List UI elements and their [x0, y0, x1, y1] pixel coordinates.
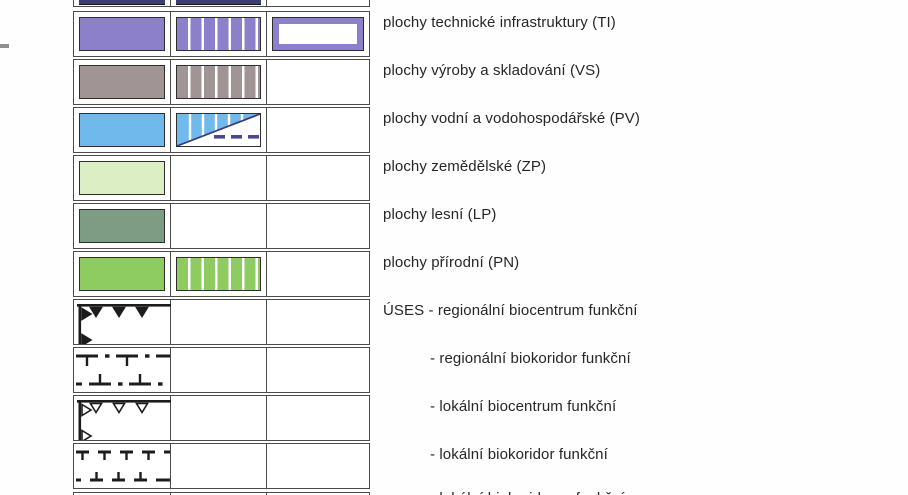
legend-cell	[171, 493, 267, 495]
legend-row-lp	[73, 203, 370, 249]
legend-cell	[171, 0, 267, 6]
legend-cell	[171, 348, 267, 392]
legend-cell	[171, 108, 267, 152]
swatch-solid	[79, 161, 165, 195]
legend-row-zp	[73, 155, 370, 201]
legend-cell	[74, 444, 171, 488]
legend-cell	[267, 0, 369, 6]
swatch-solid	[79, 17, 165, 51]
legend-cell	[171, 396, 267, 440]
legend-cell	[74, 204, 171, 248]
legend-label-uses-lbk: - lokální biokoridor funkční	[430, 446, 608, 463]
legend-cell	[171, 60, 267, 104]
legend-row-partial-top	[73, 0, 370, 7]
legend-cell	[74, 396, 171, 440]
legend-cell	[74, 108, 171, 152]
legend-row-pv	[73, 107, 370, 153]
legend-label-zp: plochy zemědělské (ZP)	[383, 158, 547, 175]
symbol-biocentrum-open-icon	[77, 400, 171, 440]
legend-row-uses-lbk	[73, 443, 370, 489]
legend-row-uses-rbk	[73, 347, 370, 393]
legend-label-lp: plochy lesní (LP)	[383, 206, 497, 223]
legend-cell	[267, 444, 369, 488]
swatch-striped	[176, 257, 261, 291]
swatch-frame-inner	[279, 24, 357, 44]
legend-cell	[267, 252, 369, 296]
swatch-solid	[79, 209, 165, 243]
legend-cell	[267, 348, 369, 392]
legend-cell	[74, 300, 171, 344]
swatch-solid	[79, 257, 165, 291]
legend-cell	[267, 108, 369, 152]
legend-cell	[74, 156, 171, 200]
swatch-striped	[176, 17, 261, 51]
symbol-biokoridor-dashed-icon	[76, 450, 170, 482]
legend-row-uses-lbc	[73, 395, 370, 441]
legend-cell	[267, 396, 369, 440]
clipped-swatch-bottom	[176, 0, 261, 5]
legend-cell	[74, 0, 171, 6]
legend-label-partial-bottom: - lokální biokoridor nefunkční	[430, 489, 625, 495]
legend-label-pv: plochy vodní a vodohospodářské (PV)	[383, 110, 640, 127]
legend-cell	[171, 156, 267, 200]
legend-cell	[267, 60, 369, 104]
legend-cell	[171, 204, 267, 248]
legend-row-pn	[73, 251, 370, 297]
legend-cell	[171, 444, 267, 488]
legend-label-ti: plochy technické infrastruktury (TI)	[383, 14, 616, 31]
legend-cell	[74, 60, 171, 104]
swatch-frame	[272, 17, 364, 51]
legend-cell	[267, 156, 369, 200]
clipped-swatch-bottom	[79, 0, 165, 5]
symbol-biokoridor-dashdot-icon	[76, 354, 170, 386]
legend-cell	[74, 252, 171, 296]
legend-row-ti	[73, 11, 370, 57]
legend-row-partial-bottom	[73, 492, 370, 495]
legend-cell	[74, 493, 171, 495]
legend-row-vs	[73, 59, 370, 105]
swatch-solid	[79, 113, 165, 147]
legend-cell	[74, 12, 171, 56]
legend-label-pn: plochy přírodní (PN)	[383, 254, 520, 271]
legend-label-uses-rbc: ÚSES - regionální biocentrum funkční	[383, 302, 638, 319]
legend-cell	[171, 12, 267, 56]
legend-cell	[267, 300, 369, 344]
swatch-solid	[79, 65, 165, 99]
legend-cell	[267, 204, 369, 248]
legend-cell	[171, 300, 267, 344]
swatch-striped	[176, 65, 261, 99]
legend-cell	[74, 348, 171, 392]
legend-cell	[267, 12, 369, 56]
legend-label-vs: plochy výroby a skladování (VS)	[383, 62, 601, 79]
legend-row-uses-rbc	[73, 299, 370, 345]
legend-cell	[171, 252, 267, 296]
legend-label-uses-lbc: - lokální biocentrum funkční	[430, 398, 617, 415]
page-fold-mark	[0, 44, 9, 48]
legend-label-uses-rbk: - regionální biokoridor funkční	[430, 350, 631, 367]
symbol-biocentrum-filled-icon	[77, 304, 171, 344]
swatch-water-split	[176, 113, 261, 147]
